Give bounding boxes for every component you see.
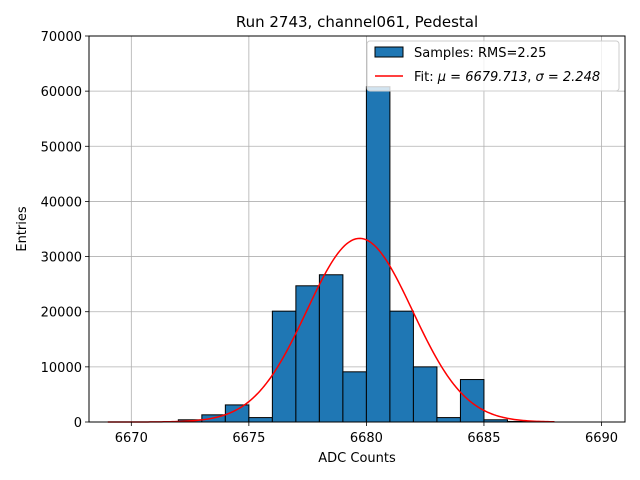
legend-box bbox=[366, 40, 620, 92]
gaussian-fit bbox=[107, 237, 555, 423]
histogram-bar bbox=[295, 285, 320, 423]
histogram-bar bbox=[318, 274, 344, 423]
legend-fit-sigma: σ = 2.248 bbox=[536, 70, 601, 85]
legend-histogram-label: Samples: RMS=2.25 bbox=[414, 46, 546, 61]
y-tick-label: 30000 bbox=[41, 251, 82, 266]
y-axis-title: Entries bbox=[15, 206, 30, 252]
x-axis-title: ADC Counts bbox=[318, 451, 396, 466]
grid-lines bbox=[89, 35, 625, 423]
y-tick-label: 70000 bbox=[41, 30, 82, 45]
histogram-bar bbox=[342, 371, 367, 423]
histogram-bar bbox=[436, 417, 461, 423]
histogram-bars bbox=[177, 86, 532, 423]
y-tick-label: 60000 bbox=[41, 85, 82, 100]
y-tick-label: 0 bbox=[74, 416, 82, 431]
y-tick-label: 10000 bbox=[41, 361, 82, 376]
legend-fit-mu: μ = 6679.713 bbox=[437, 70, 527, 85]
x-tick-label: 6675 bbox=[232, 431, 265, 446]
histogram-bar bbox=[412, 366, 438, 423]
y-tick-label: 50000 bbox=[41, 140, 82, 155]
legend-fit-prefix: Fit: bbox=[414, 70, 438, 85]
fit-curve bbox=[107, 237, 555, 423]
histogram-bar bbox=[248, 417, 273, 423]
chart-title: Run 2743, channel061, Pedestal bbox=[236, 13, 478, 31]
legend: Samples: RMS=2.25 Fit: μ = 6679.713, σ =… bbox=[366, 40, 620, 92]
y-tick-label: 20000 bbox=[41, 306, 82, 321]
histogram-bar bbox=[271, 310, 297, 423]
y-tick-label: 40000 bbox=[41, 195, 82, 210]
plot-frame bbox=[88, 35, 626, 423]
histogram-bar bbox=[389, 310, 414, 423]
histogram-bar bbox=[365, 86, 391, 423]
x-tick-label: 6670 bbox=[115, 431, 148, 446]
histogram-bar bbox=[459, 379, 485, 423]
axis-ticks: 6670 6675 6680 6685 6690 0 10000 20000 30000 4000… bbox=[41, 30, 618, 446]
legend-fit-label: Fit: μ = 6679.713, σ = 2.248 bbox=[414, 70, 600, 85]
legend-fit-sep: , bbox=[527, 70, 535, 85]
x-tick-label: 6680 bbox=[350, 431, 383, 446]
x-tick-label: 6690 bbox=[585, 431, 618, 446]
x-tick-label: 6685 bbox=[467, 431, 500, 446]
legend-histogram-swatch bbox=[374, 46, 404, 58]
